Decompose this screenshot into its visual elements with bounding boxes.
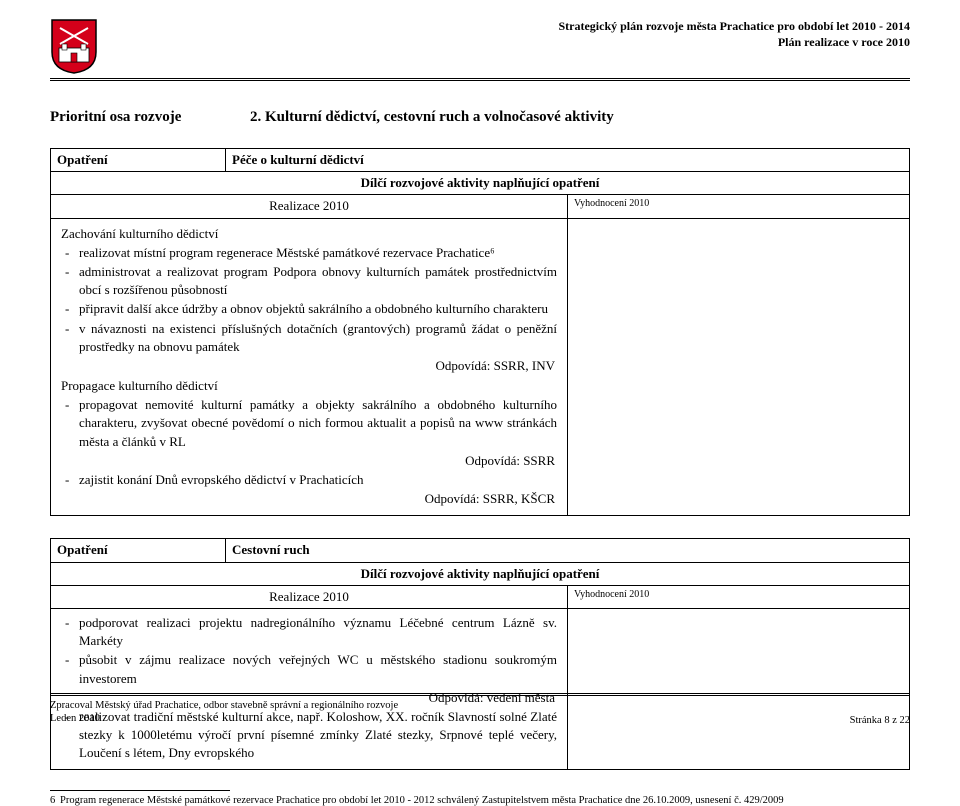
list-item: podporovat realizaci projektu nadregioná…: [61, 614, 557, 650]
realizace-cell: Realizace 2010: [51, 195, 568, 218]
page-header: Strategický plán rozvoje města Prachatic…: [50, 18, 910, 74]
header-title-1: Strategický plán rozvoje města Prachatic…: [108, 18, 910, 34]
table-body-cell: podporovat realizaci projektu nadregioná…: [51, 608, 568, 770]
opatreni-label: Opatření: [51, 539, 226, 562]
page-footer: Zpracoval Městský úřad Prachatice, odbor…: [50, 693, 910, 726]
footnote-separator: [50, 790, 230, 791]
vyhodnoceni-cell: Vyhodnocení 2010: [568, 585, 910, 608]
group-title: Propagace kulturního dědictví: [61, 377, 557, 395]
list-item: zajistit konání Dnů evropského dědictví …: [61, 471, 557, 489]
footer-author: Zpracoval Městský úřad Prachatice, odbor…: [50, 699, 398, 713]
list-item: připravit další akce údržby a obnov obje…: [61, 300, 557, 318]
opatreni-table-2: Opatření Cestovní ruch Dílčí rozvojové a…: [50, 538, 910, 770]
table-body-cell: Zachování kulturního dědictví realizovat…: [51, 218, 568, 516]
list-item: působit v zájmu realizace nových veřejný…: [61, 651, 557, 687]
axis-label: Prioritní osa rozvoje: [50, 109, 250, 126]
opatreni-value: Cestovní ruch: [226, 539, 910, 562]
opatreni-value: Péče o kulturní dědictví: [226, 149, 910, 172]
vyhodnoceni-body: [568, 218, 910, 516]
footnote-number: 6: [50, 795, 60, 806]
responsible-line: Odpovídá: SSRR, INV: [61, 357, 557, 375]
activities-header: Dílčí rozvojové aktivity naplňující opat…: [51, 172, 910, 195]
list-item: realizovat místní program regenerace Měs…: [61, 244, 557, 262]
group-title: Zachování kulturního dědictví: [61, 225, 557, 243]
axis-value: 2. Kulturní dědictví, cestovní ruch a vo…: [250, 109, 614, 126]
realizace-cell: Realizace 2010: [51, 585, 568, 608]
priority-axis-row: Prioritní osa rozvoje 2. Kulturní dědict…: [50, 109, 910, 126]
footer-page-number: Stránka 8 z 22: [850, 715, 910, 726]
opatreni-table-1: Opatření Péče o kulturní dědictví Dílčí …: [50, 148, 910, 516]
list-item: propagovat nemovité kulturní památky a o…: [61, 396, 557, 451]
footnote: 6 Program regenerace Městské památkové r…: [50, 795, 910, 806]
header-rule: [50, 78, 910, 81]
opatreni-label: Opatření: [51, 149, 226, 172]
footnote-text: Program regenerace Městské památkové rez…: [60, 795, 910, 806]
footer-rule: [50, 693, 910, 696]
list-item: administrovat a realizovat program Podpo…: [61, 263, 557, 299]
coat-of-arms-icon: [50, 18, 98, 74]
responsible-line: Odpovídá: SSRR: [61, 452, 557, 470]
footer-date: Leden 2010: [50, 712, 398, 726]
responsible-line: Odpovídá: SSRR, KŠCR: [61, 490, 557, 508]
vyhodnoceni-body: [568, 608, 910, 770]
list-item: v návaznosti na existenci příslušných do…: [61, 320, 557, 356]
header-title-2: Plán realizace v roce 2010: [108, 34, 910, 50]
vyhodnoceni-cell: Vyhodnocení 2010: [568, 195, 910, 218]
activities-header: Dílčí rozvojové aktivity naplňující opat…: [51, 562, 910, 585]
